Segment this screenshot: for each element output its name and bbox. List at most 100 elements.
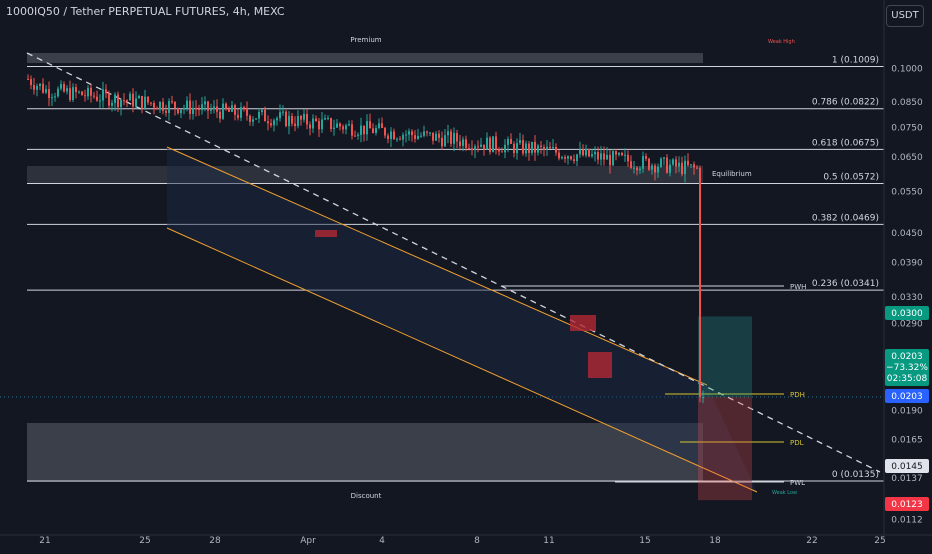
order-block: [315, 230, 337, 237]
candle: [240, 107, 242, 118]
candle: [189, 100, 191, 114]
candle: [570, 156, 572, 160]
candle: [363, 125, 365, 135]
pwl-label: PWL: [790, 479, 805, 487]
candle: [663, 157, 665, 159]
candle: [126, 100, 128, 102]
candle: [291, 115, 293, 124]
candle: [417, 135, 419, 139]
candle: [687, 160, 689, 166]
candle: [390, 131, 392, 140]
candle: [177, 108, 179, 114]
candle: [135, 98, 137, 107]
candle: [492, 136, 494, 153]
candle: [639, 168, 641, 171]
current-price-badge-text: 0.0203: [891, 352, 923, 362]
candle: [228, 109, 230, 112]
candle: [540, 145, 542, 147]
time-axis-tick: 28: [209, 536, 221, 546]
candle: [300, 115, 302, 120]
last-price-badge: [885, 389, 929, 403]
price-axis-tick: 0.0650: [891, 153, 923, 163]
candle: [666, 157, 668, 173]
candle: [372, 128, 374, 133]
candle: [90, 87, 92, 96]
currency-button[interactable]: USDT: [886, 5, 924, 27]
equilibrium-zone: [27, 166, 703, 183]
candle: [618, 152, 620, 155]
candle: [522, 140, 524, 154]
candle: [387, 135, 389, 140]
candle: [36, 85, 38, 90]
candle: [63, 84, 65, 92]
time-axis-tick: 11: [543, 536, 554, 546]
candle: [435, 133, 437, 141]
order-block: [588, 352, 612, 378]
time-axis-tick: 8: [474, 536, 480, 546]
candle: [588, 149, 590, 157]
candle: [171, 101, 173, 103]
candle: [153, 103, 155, 108]
candle: [360, 125, 362, 135]
candle: [645, 156, 647, 159]
weak-high-label: Weak High: [768, 39, 795, 45]
candle: [600, 153, 602, 160]
candle: [414, 135, 416, 139]
trendline-dashed: [26, 52, 881, 473]
candle: [423, 131, 425, 136]
candle: [513, 143, 515, 154]
candle: [321, 119, 323, 130]
fib-label: 0.382 (0.0469): [812, 213, 879, 223]
candle: [579, 149, 581, 155]
price-axis-tick: 0.0330: [891, 293, 923, 303]
candle: [261, 109, 263, 113]
candle: [651, 165, 653, 170]
candle: [546, 146, 548, 150]
candle: [306, 113, 308, 125]
candle: [489, 137, 491, 153]
candle: [69, 88, 71, 101]
candle: [288, 115, 290, 127]
candle: [267, 121, 269, 124]
candle: [252, 119, 254, 122]
candle: [480, 144, 482, 147]
candle: [213, 106, 215, 110]
candle: [468, 147, 470, 149]
weak-low-label: Weak Low: [772, 490, 797, 496]
candle: [576, 154, 578, 162]
candle: [192, 107, 194, 114]
candle: [483, 144, 485, 150]
candle: [150, 102, 152, 104]
candle: [384, 127, 386, 136]
candle: [678, 162, 680, 167]
candle: [114, 94, 116, 103]
candle: [129, 93, 131, 101]
price-axis-tick: 0.0550: [891, 188, 923, 198]
candle: [702, 396, 704, 398]
candle: [693, 164, 695, 168]
candle: [159, 101, 161, 110]
candle: [519, 140, 521, 144]
candle: [207, 101, 209, 111]
candle: [603, 153, 605, 160]
fib-label: 0.786 (0.0822): [812, 98, 879, 108]
candle: [432, 132, 434, 141]
price-axis-tick: 0.1000: [891, 64, 923, 74]
candle: [342, 126, 344, 130]
candle: [459, 141, 461, 146]
price-axis-tick: 0.0450: [891, 229, 923, 239]
candle: [246, 108, 248, 116]
candle: [147, 96, 149, 103]
candle: [30, 79, 32, 86]
candle: [606, 154, 608, 160]
candle: [357, 134, 359, 136]
candle: [486, 137, 488, 150]
time-axis-tick: 25: [139, 536, 150, 546]
candle: [573, 159, 575, 162]
price-axis-tick: 0.0137: [891, 474, 923, 484]
candle: [366, 121, 368, 135]
candle: [525, 143, 527, 154]
candle: [657, 166, 659, 173]
